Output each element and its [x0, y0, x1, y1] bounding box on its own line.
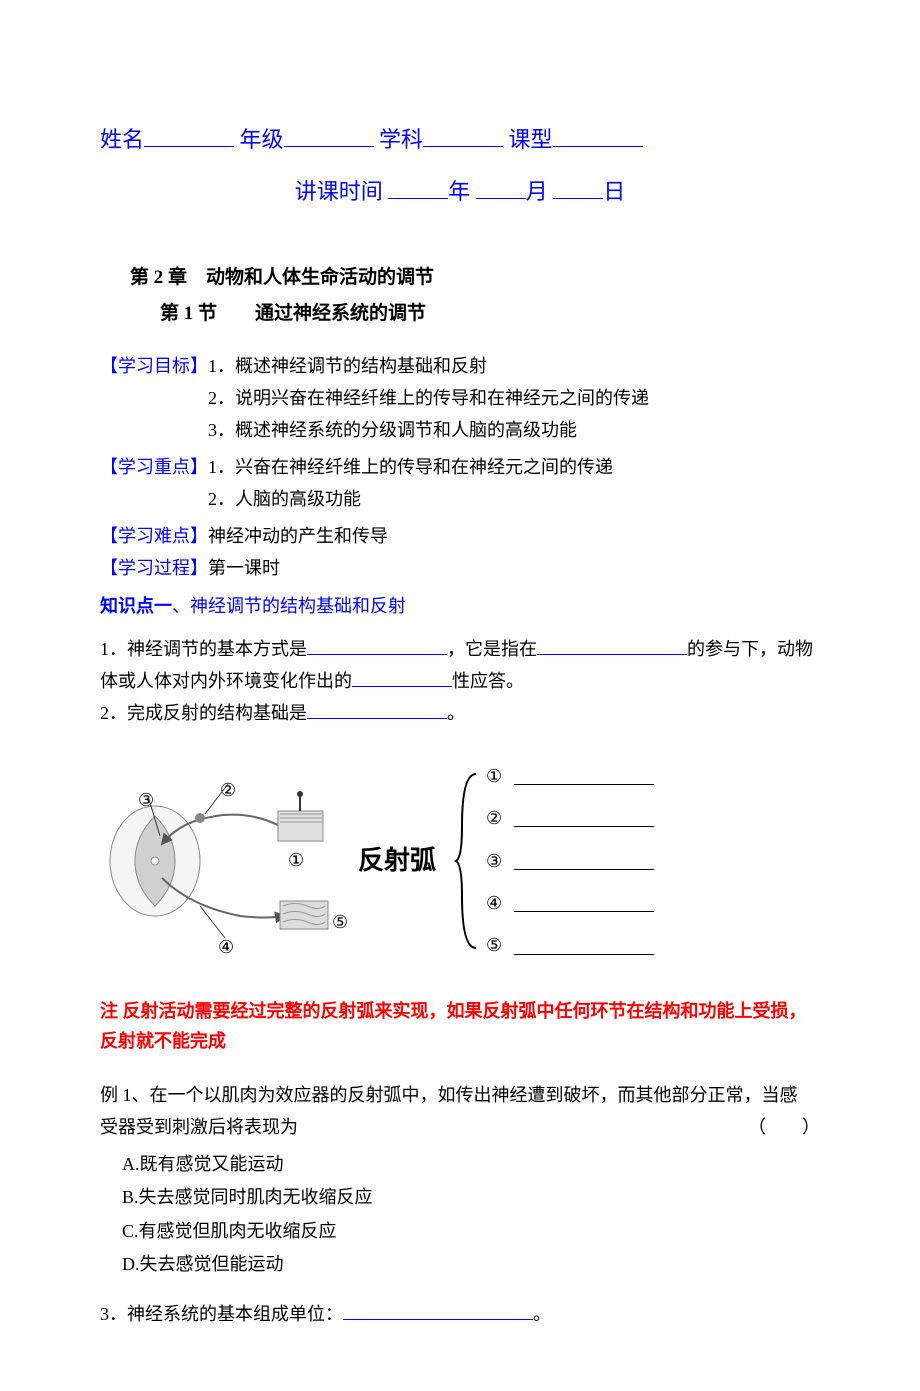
arc-num-4: ④	[486, 887, 502, 919]
q3-pre: 3．神经系统的基本组成单位：	[100, 1304, 343, 1324]
year-label: 年	[448, 179, 470, 204]
objective-item: 1．概述神经调节的结构基础和反射	[208, 350, 487, 382]
month-label: 月	[526, 179, 548, 204]
key-point-item: 1．兴奋在神经纤维上的传导和在神经元之间的传递	[208, 451, 613, 483]
note-line-2: 反射就不能完成	[100, 1026, 820, 1057]
key-point-label: 【学习重点】	[100, 451, 208, 483]
arc-blank-4[interactable]	[514, 894, 654, 912]
reflex-arc-lines: ① ② ③ ④ ⑤	[486, 750, 654, 972]
arc-blank-1[interactable]	[514, 767, 654, 785]
note-red: 注 反射活动需要经过完整的反射弧来实现，如果反射弧中任何环节在结构和功能上受损，…	[100, 996, 820, 1057]
option-b[interactable]: B.失去感觉同时肌肉无收缩反应	[122, 1181, 820, 1213]
class-type-blank[interactable]	[553, 125, 643, 147]
example-1-options: A.既有感觉又能运动 B.失去感觉同时肌肉无收缩反应 C.有感觉但肌肉无收缩反应…	[122, 1148, 820, 1281]
header-line-1: 姓名 年级 学科 课型	[100, 120, 820, 160]
difficulty-label: 【学习难点】	[100, 526, 208, 546]
difficulty-text: 神经冲动的产生和传导	[208, 526, 388, 546]
arc-blank-5[interactable]	[514, 937, 654, 955]
question-3: 3．神经系统的基本组成单位： 。	[100, 1298, 820, 1330]
arc-num-1: ①	[486, 760, 502, 792]
bracket-icon	[454, 766, 480, 956]
arc-line-1: ①	[486, 760, 654, 792]
kpoint-text: 、神经调节的结构基础和反射	[172, 596, 406, 616]
q1-mid: ，它是指在	[447, 639, 537, 659]
day-label: 日	[603, 179, 625, 204]
learning-difficulty: 【学习难点】神经冲动的产生和传导	[100, 520, 820, 552]
subject-label: 学科	[379, 127, 423, 152]
example-1: 例 1、在一个以肌肉为效应器的反射弧中，如传出神经遭到破坏，而其他部分正常，当感…	[100, 1079, 820, 1144]
option-a[interactable]: A.既有感觉又能运动	[122, 1148, 820, 1180]
question-2: 2．完成反射的结构基础是 。	[100, 697, 820, 729]
day-blank[interactable]	[553, 177, 603, 199]
arc-num-5: ⑤	[486, 929, 502, 961]
reflex-arc-label: 反射弧	[358, 837, 436, 884]
key-points: 【学习重点】 1．兴奋在神经纤维上的传导和在神经元之间的传递 【学习重点】 2．…	[100, 451, 820, 516]
name-label: 姓名	[100, 127, 144, 152]
arc-line-4: ④	[486, 887, 654, 919]
q1-pre: 1．神经调节的基本方式是	[100, 639, 307, 659]
arc-line-2: ②	[486, 802, 654, 834]
arc-blank-2[interactable]	[514, 809, 654, 827]
month-blank[interactable]	[476, 177, 526, 199]
diagram-leader-lines	[100, 766, 340, 956]
learning-process: 【学习过程】第一课时	[100, 552, 820, 584]
q2-pre: 2．完成反射的结构基础是	[100, 703, 307, 723]
grade-blank[interactable]	[284, 125, 374, 147]
example-stem-2: 受器受到刺激后将表现为	[100, 1117, 298, 1137]
objective-label: 【学习目标】	[100, 350, 208, 382]
header-line-2: 讲课时间 年 月 日	[100, 172, 820, 212]
learning-objectives: 【学习目标】 1．概述神经调节的结构基础和反射 【学习目标】 2．说明兴奋在神经…	[100, 350, 820, 447]
arc-num-2: ②	[486, 802, 502, 834]
reflex-arc-diagram: ① ② ③ ④ ⑤	[100, 766, 340, 956]
q1-blank-3[interactable]	[352, 669, 452, 687]
grade-label: 年级	[240, 127, 284, 152]
q1-end: 性应答。	[452, 671, 524, 691]
section-title: 第 1 节 通过神经系统的调节	[160, 297, 820, 331]
key-point-item: 2．人脑的高级功能	[208, 483, 361, 515]
reflex-arc-row: ① ② ③ ④ ⑤ 反射弧 ① ② ③ ④ ⑤	[100, 750, 820, 972]
lecture-time-label: 讲课时间	[295, 179, 383, 204]
q2-blank[interactable]	[307, 701, 447, 719]
arc-line-5: ⑤	[486, 929, 654, 961]
option-c[interactable]: C.有感觉但肌肉无收缩反应	[122, 1215, 820, 1247]
example-paren[interactable]: （ ）	[748, 1111, 820, 1143]
objective-item: 2．说明兴奋在神经纤维上的传导和在神经元之间的传递	[208, 382, 649, 414]
arc-blank-3[interactable]	[514, 852, 654, 870]
knowledge-point-1: 知识点一、神经调节的结构基础和反射	[100, 590, 820, 622]
q3-blank[interactable]	[343, 1302, 533, 1320]
q3-end: 。	[533, 1304, 551, 1324]
arc-line-3: ③	[486, 845, 654, 877]
question-1: 1．神经调节的基本方式是，它是指在的参与下，动物体或人体对内外环境变化作出的性应…	[100, 633, 820, 698]
q2-end: 。	[447, 703, 465, 723]
arc-num-3: ③	[486, 845, 502, 877]
example-stem-1: 例 1、在一个以肌肉为效应器的反射弧中，如传出神经遭到破坏，而其他部分正常，当感	[100, 1079, 820, 1111]
objective-item: 3．概述神经系统的分级调节和人脑的高级功能	[208, 414, 577, 446]
note-line-1: 注 反射活动需要经过完整的反射弧来实现，如果反射弧中任何环节在结构和功能上受损，	[100, 996, 820, 1027]
process-text: 第一课时	[208, 558, 280, 578]
kpoint-label: 知识点一	[100, 596, 172, 616]
q1-blank-2[interactable]	[537, 637, 687, 655]
name-blank[interactable]	[144, 125, 234, 147]
chapter-title: 第 2 章 动物和人体生命活动的调节	[130, 261, 820, 295]
class-type-label: 课型	[509, 127, 553, 152]
process-label: 【学习过程】	[100, 558, 208, 578]
option-d[interactable]: D.失去感觉但能运动	[122, 1248, 820, 1280]
q1-blank-1[interactable]	[307, 637, 447, 655]
reflex-arc-bracket-block: ① ② ③ ④ ⑤	[454, 750, 654, 972]
year-blank[interactable]	[388, 177, 448, 199]
subject-blank[interactable]	[423, 125, 503, 147]
